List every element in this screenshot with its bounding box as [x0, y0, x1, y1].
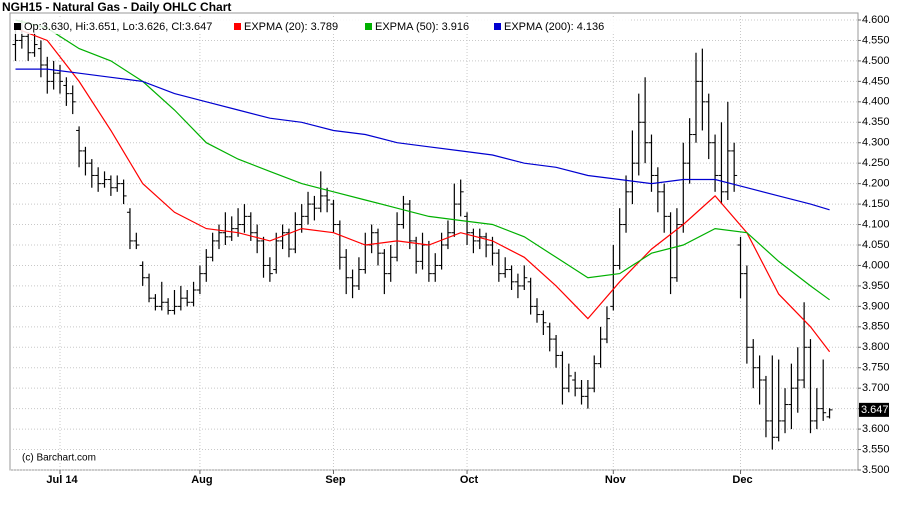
y-tick-label: 4.250 [862, 157, 890, 169]
axes: 3.5003.5503.6003.6503.7003.7503.8003.850… [46, 14, 889, 486]
y-tick-label: 4.100 [862, 218, 890, 230]
legend-swatch [14, 23, 21, 30]
y-tick-label: 3.500 [862, 464, 890, 476]
legend-label: Op:3.630, Hi:3.651, Lo:3.626, Cl:3.647 [24, 21, 212, 33]
last-price-box [859, 402, 889, 417]
y-tick-label: 3.850 [862, 321, 890, 333]
last-price-label: 3.647 [861, 404, 889, 416]
credit: (c) Barchart.com [22, 453, 96, 464]
ema-line [15, 19, 830, 301]
y-tick-label: 4.500 [862, 55, 890, 67]
plot-marks [12, 19, 833, 450]
legend: Op:3.630, Hi:3.651, Lo:3.626, Cl:3.647 EX… [14, 21, 604, 33]
y-tick-label: 4.000 [862, 259, 890, 271]
y-tick-label: 4.300 [862, 137, 890, 149]
y-tick-label: 3.950 [862, 280, 890, 292]
x-tick-label: Oct [460, 474, 479, 486]
y-tick-label: 4.400 [862, 96, 890, 108]
y-tick-label: 3.600 [862, 423, 890, 435]
x-tick-label: Dec [732, 474, 752, 486]
grid [10, 13, 858, 471]
legend-swatch [365, 23, 372, 30]
y-tick-label: 4.200 [862, 178, 890, 190]
y-tick-label: 4.450 [862, 75, 890, 87]
legend-background [11, 19, 631, 34]
legend-label: EXPMA (20): 3.789 [244, 21, 338, 33]
legend-label: EXPMA (200): 4.136 [504, 21, 604, 33]
y-tick-label: 3.900 [862, 300, 890, 312]
y-tick-label: 4.050 [862, 239, 890, 251]
y-tick-label: 4.150 [862, 198, 890, 210]
ema-line [15, 68, 830, 211]
legend-swatch [234, 23, 241, 30]
y-tick-label: 3.750 [862, 362, 890, 374]
y-tick-label: 4.600 [862, 14, 890, 26]
y-tick-label: 4.550 [862, 34, 890, 46]
x-tick-label: Jul 14 [46, 474, 78, 486]
x-tick-label: Aug [191, 474, 212, 486]
legend-swatch [494, 23, 501, 30]
y-tick-label: 3.800 [862, 341, 890, 353]
ema-line [15, 27, 831, 353]
y-tick-label: 3.550 [862, 443, 890, 455]
x-tick-label: Nov [605, 474, 627, 486]
x-tick-label: Sep [325, 474, 345, 486]
chart-title: NGH15 - Natural Gas - Daily OHLC Chart [2, 0, 231, 14]
legend-label: EXPMA (50): 3.916 [375, 21, 469, 33]
y-tick-label: 3.700 [862, 382, 890, 394]
y-tick-label: 4.350 [862, 116, 890, 128]
